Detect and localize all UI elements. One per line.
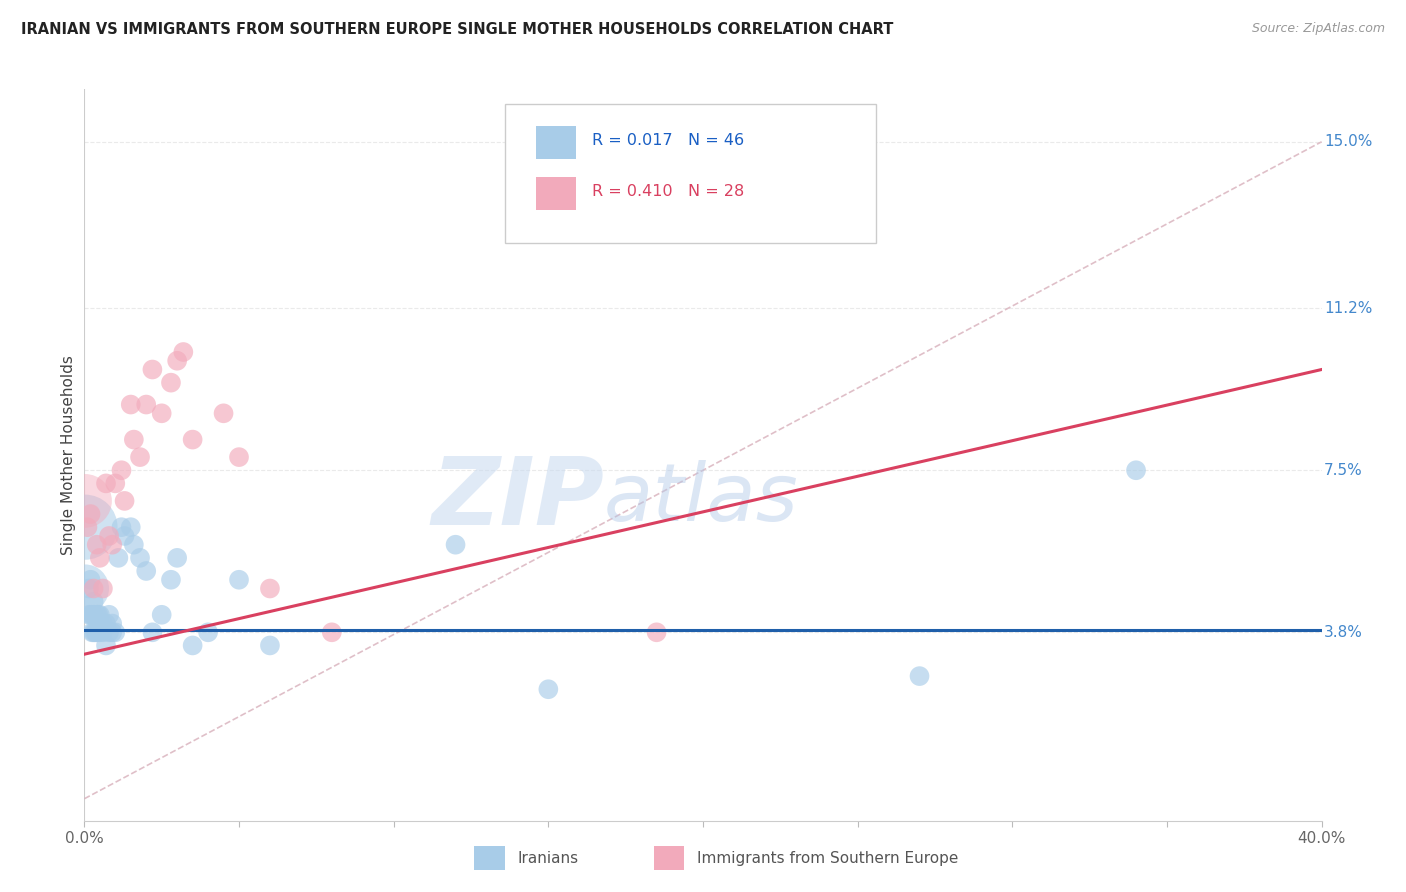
Point: [122, 433, 145, 447]
Point: [135, 398, 157, 412]
Point: [141, 362, 163, 376]
Point: [107, 550, 129, 565]
Point: [181, 433, 204, 447]
Point: [212, 406, 235, 420]
Point: [166, 353, 188, 368]
Text: atlas: atlas: [605, 459, 799, 538]
FancyBboxPatch shape: [654, 847, 685, 870]
Point: [87, 607, 110, 622]
Point: [79, 607, 101, 622]
Point: [259, 639, 281, 653]
Point: [120, 520, 142, 534]
Point: [83, 594, 105, 608]
Point: [114, 494, 136, 508]
Point: [94, 476, 117, 491]
Text: 15.0%: 15.0%: [1324, 135, 1372, 149]
Point: [84, 625, 107, 640]
Point: [160, 573, 183, 587]
Point: [89, 616, 111, 631]
Point: [98, 529, 121, 543]
Point: [73, 582, 96, 596]
Point: [86, 625, 108, 640]
Text: R = 0.017   N = 46: R = 0.017 N = 46: [592, 133, 744, 148]
Point: [89, 550, 111, 565]
Point: [645, 625, 668, 640]
Point: [89, 625, 111, 640]
Point: [101, 616, 124, 631]
Point: [82, 625, 104, 640]
FancyBboxPatch shape: [474, 847, 505, 870]
Y-axis label: Single Mother Households: Single Mother Households: [60, 355, 76, 555]
Point: [228, 450, 250, 464]
Point: [98, 625, 121, 640]
Point: [77, 607, 100, 622]
Point: [79, 507, 101, 521]
Point: [444, 538, 467, 552]
Point: [150, 406, 173, 420]
Point: [83, 625, 105, 640]
Point: [73, 494, 96, 508]
Point: [77, 582, 100, 596]
FancyBboxPatch shape: [536, 177, 575, 210]
Text: 7.5%: 7.5%: [1324, 463, 1362, 478]
Point: [76, 520, 98, 534]
Point: [537, 682, 560, 697]
Point: [228, 573, 250, 587]
Point: [98, 607, 121, 622]
Point: [129, 550, 152, 565]
Point: [83, 582, 105, 596]
Point: [83, 607, 105, 622]
Point: [73, 520, 96, 534]
Point: [89, 607, 111, 622]
Point: [110, 520, 132, 534]
Text: Immigrants from Southern Europe: Immigrants from Southern Europe: [697, 851, 957, 866]
Point: [86, 538, 108, 552]
Text: ZIP: ZIP: [432, 453, 605, 545]
Text: 3.8%: 3.8%: [1324, 624, 1362, 640]
Text: IRANIAN VS IMMIGRANTS FROM SOUTHERN EUROPE SINGLE MOTHER HOUSEHOLDS CORRELATION : IRANIAN VS IMMIGRANTS FROM SOUTHERN EURO…: [21, 22, 893, 37]
Point: [160, 376, 183, 390]
Point: [91, 625, 114, 640]
Point: [101, 538, 124, 552]
Point: [166, 550, 188, 565]
Point: [94, 639, 117, 653]
Point: [104, 476, 127, 491]
Text: Iranians: Iranians: [517, 851, 578, 866]
Point: [172, 345, 194, 359]
Point: [150, 607, 173, 622]
Point: [1125, 463, 1147, 477]
Point: [94, 616, 117, 631]
Point: [135, 564, 157, 578]
Point: [259, 582, 281, 596]
Point: [91, 616, 114, 631]
Point: [129, 450, 152, 464]
Point: [181, 639, 204, 653]
Point: [120, 398, 142, 412]
Point: [908, 669, 931, 683]
Point: [321, 625, 343, 640]
Point: [197, 625, 219, 640]
Point: [82, 607, 104, 622]
Text: R = 0.410   N = 28: R = 0.410 N = 28: [592, 184, 744, 199]
Point: [86, 607, 108, 622]
FancyBboxPatch shape: [536, 126, 575, 159]
FancyBboxPatch shape: [505, 103, 876, 243]
Point: [110, 463, 132, 477]
Text: Source: ZipAtlas.com: Source: ZipAtlas.com: [1251, 22, 1385, 36]
Point: [79, 573, 101, 587]
Text: 11.2%: 11.2%: [1324, 301, 1372, 316]
Point: [141, 625, 163, 640]
Point: [122, 538, 145, 552]
Point: [91, 582, 114, 596]
Point: [114, 529, 136, 543]
Point: [104, 625, 127, 640]
Point: [101, 625, 124, 640]
